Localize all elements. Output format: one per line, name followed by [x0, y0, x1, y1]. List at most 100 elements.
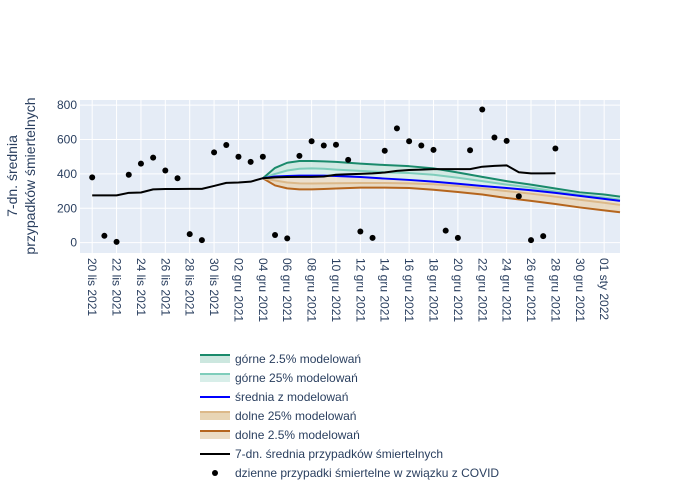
legend-label: górne 2.5% modelowań: [235, 352, 361, 366]
x-tick-label: 28 gru 2021: [548, 258, 562, 322]
data-point: [211, 149, 218, 156]
legend-label: 7-dn. średnia przypadków śmiertelnych: [235, 447, 443, 461]
data-point: [430, 146, 437, 153]
y-axis-title-line-2: przypadków śmiertelnych: [22, 97, 38, 254]
x-tick-label: 02 gru 2021: [231, 258, 245, 322]
series-line-lower25: [262, 177, 621, 206]
data-point: [540, 233, 547, 240]
x-tick-label: 26 lis 2021: [158, 258, 172, 316]
data-point: [259, 153, 266, 160]
data-point: [418, 142, 425, 149]
points: [89, 106, 559, 245]
data-point: [369, 234, 376, 241]
y-axis-title-line-1: 7-dn. średnia: [4, 135, 20, 217]
data-point: [528, 237, 535, 244]
legend-swatch-dot: [212, 470, 218, 476]
x-axis-ticks: 20 lis 2021 22 lis 2021 24 lis 2021 26 lis …: [85, 258, 611, 322]
x-tick-label: 06 gru 2021: [280, 258, 294, 322]
data-point: [479, 106, 486, 113]
x-tick-label: 24 lis 2021: [134, 258, 148, 316]
x-tick-label: 28 lis 2021: [183, 258, 197, 316]
x-tick-label: 10 gru 2021: [329, 258, 343, 322]
legend-swatch: [200, 431, 230, 439]
x-tick-label: 14 gru 2021: [378, 258, 392, 322]
series-line-upper25: [262, 167, 621, 201]
data-point: [174, 175, 181, 182]
x-tick-label: 16 gru 2021: [402, 258, 416, 322]
x-tick-label: 12 gru 2021: [353, 258, 367, 322]
x-tick-label: 04 gru 2021: [256, 258, 270, 322]
data-point: [247, 158, 254, 165]
data-point: [467, 147, 474, 154]
data-point: [272, 231, 279, 238]
data-point: [89, 174, 96, 181]
data-point: [357, 228, 364, 235]
legend-label: średnia z modelowań: [235, 390, 348, 404]
data-point: [332, 141, 339, 148]
data-point: [345, 156, 352, 163]
data-point: [186, 231, 193, 238]
legend-swatch: [200, 374, 230, 382]
x-tick-label: 24 gru 2021: [500, 258, 514, 322]
data-point: [235, 153, 242, 160]
data-point: [137, 160, 144, 167]
legend-swatch: [200, 412, 230, 420]
x-tick-label: 08 gru 2021: [305, 258, 319, 322]
x-tick-label: 26 gru 2021: [524, 258, 538, 322]
legend-item: górne 25% modelowań: [200, 371, 358, 385]
y-tick-label: 400: [57, 167, 77, 181]
y-tick-label: 200: [57, 201, 77, 215]
lines: [92, 160, 621, 214]
x-tick-label: 20 gru 2021: [451, 258, 465, 322]
legend-swatch: [200, 355, 230, 363]
series-line-avg: [92, 164, 556, 197]
y-tick-label: 0: [70, 236, 77, 250]
x-tick-label: 20 lis 2021: [85, 258, 99, 316]
legend-label: dzienne przypadki śmiertelne w związku z…: [235, 466, 499, 480]
legend-item: dolne 2.5% modelowań: [200, 428, 360, 442]
series-line-lower95: [262, 177, 621, 214]
legend-item: średnia z modelowań: [200, 390, 348, 404]
y-axis-ticks: 0 200 400 600 800: [57, 98, 77, 250]
legend-label: dolne 25% modelowań: [235, 409, 356, 423]
data-point: [515, 193, 522, 200]
x-tick-label: 30 lis 2021: [207, 258, 221, 316]
y-tick-label: 800: [57, 98, 77, 112]
data-point: [454, 234, 461, 241]
legend-item: górne 2.5% modelowań: [200, 352, 361, 366]
data-point: [552, 145, 559, 152]
data-point: [393, 125, 400, 132]
data-point: [503, 137, 510, 144]
data-point: [162, 167, 169, 174]
y-tick-label: 600: [57, 133, 77, 147]
data-point: [223, 142, 230, 149]
legend-item: 7-dn. średnia przypadków śmiertelnych: [200, 447, 443, 461]
data-point: [125, 171, 132, 178]
x-tick-label: 01 sty 2022: [597, 258, 611, 320]
data-point: [113, 238, 120, 245]
legend-label: dolne 2.5% modelowań: [235, 428, 360, 442]
data-point: [442, 227, 449, 234]
series-line-mean: [262, 174, 621, 202]
data-point: [284, 235, 291, 242]
legend: górne 2.5% modelowań górne 25% modelowań ś…: [200, 352, 499, 480]
x-tick-label: 22 lis 2021: [110, 258, 124, 316]
series-line-upper95: [262, 160, 621, 198]
y-axis-title: 7-dn. średnia przypadków śmiertelnych: [4, 97, 38, 254]
data-point: [406, 138, 413, 145]
legend-item: dolne 25% modelowań: [200, 409, 356, 423]
x-tick-label: 18 gru 2021: [426, 258, 440, 322]
data-point: [491, 134, 498, 141]
band-upper-outer: [262, 161, 620, 200]
data-point: [296, 152, 303, 159]
data-point: [101, 232, 108, 239]
data-point: [150, 154, 157, 161]
x-tick-label: 22 gru 2021: [475, 258, 489, 322]
data-point: [381, 147, 388, 154]
data-point: [308, 138, 315, 145]
data-point: [320, 142, 327, 149]
data-point: [198, 237, 205, 244]
band-lower-outer: [262, 178, 620, 213]
legend-item: dzienne przypadki śmiertelne w związku z…: [212, 466, 499, 480]
